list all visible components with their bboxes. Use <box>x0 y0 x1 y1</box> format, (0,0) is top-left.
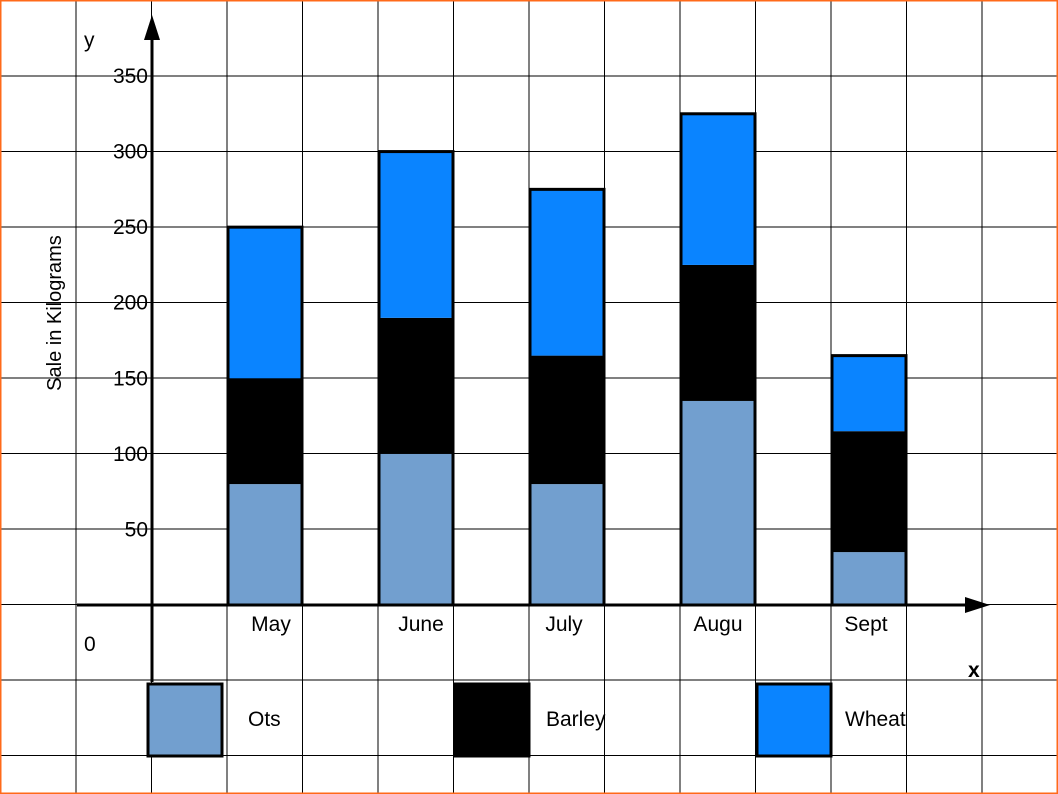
legend-swatch-barley <box>453 682 531 758</box>
y-axis-label: Sale in Kilograms <box>44 235 66 391</box>
category-label: June <box>398 613 444 636</box>
bars <box>226 112 908 607</box>
y-tick-label: 200 <box>113 292 148 315</box>
bar-ots-may <box>228 484 302 605</box>
legend: Ots Barley Wheat <box>146 682 906 758</box>
legend-swatch-ots <box>146 682 224 758</box>
bar-barley-july <box>530 355 604 485</box>
bar-ots-july <box>530 484 604 605</box>
bar-barley-may <box>228 378 302 485</box>
x-axis-arrow <box>965 597 990 613</box>
y-tick-label: 300 <box>113 141 148 164</box>
bar-barley-june <box>379 317 453 454</box>
legend-label-barley: Barley <box>546 708 606 731</box>
y-tick-label: 350 <box>113 65 148 88</box>
category-label: July <box>545 613 583 636</box>
axes <box>77 15 990 682</box>
bar-wheat-sept <box>832 355 906 432</box>
bar-wheat-july <box>530 189 604 356</box>
category-label: Augu <box>693 613 742 636</box>
category-label: May <box>251 613 291 636</box>
y-tick-label: 150 <box>113 367 148 390</box>
y-tick-label: 100 <box>113 443 148 466</box>
bar-barley-sept <box>832 431 906 553</box>
y-axis-arrow <box>144 15 160 40</box>
y-tick-label: 250 <box>113 216 148 239</box>
labels: 0 y x Sale in Kilograms <box>44 29 980 682</box>
bar-wheat-june <box>379 151 453 318</box>
category-label: Sept <box>844 613 887 636</box>
bar-ots-june <box>379 453 453 605</box>
bar-ots-augu <box>681 400 755 605</box>
bar-ots-sept <box>832 552 906 605</box>
y-tick-labels: 50 100 150 200 250 300 350 <box>113 65 148 541</box>
bar-wheat-augu <box>681 113 755 265</box>
legend-label-wheat: Wheat <box>845 708 906 731</box>
y-axis-letter: y <box>84 29 95 52</box>
x-axis-letter: x <box>968 659 980 682</box>
origin-label: 0 <box>84 633 96 656</box>
bar-wheat-may <box>228 227 302 379</box>
category-labels: May June July Augu Sept <box>251 613 888 636</box>
bar-barley-augu <box>681 264 755 401</box>
y-tick-label: 50 <box>125 518 148 541</box>
legend-label-ots: Ots <box>248 708 281 731</box>
legend-swatch-wheat <box>755 682 833 758</box>
